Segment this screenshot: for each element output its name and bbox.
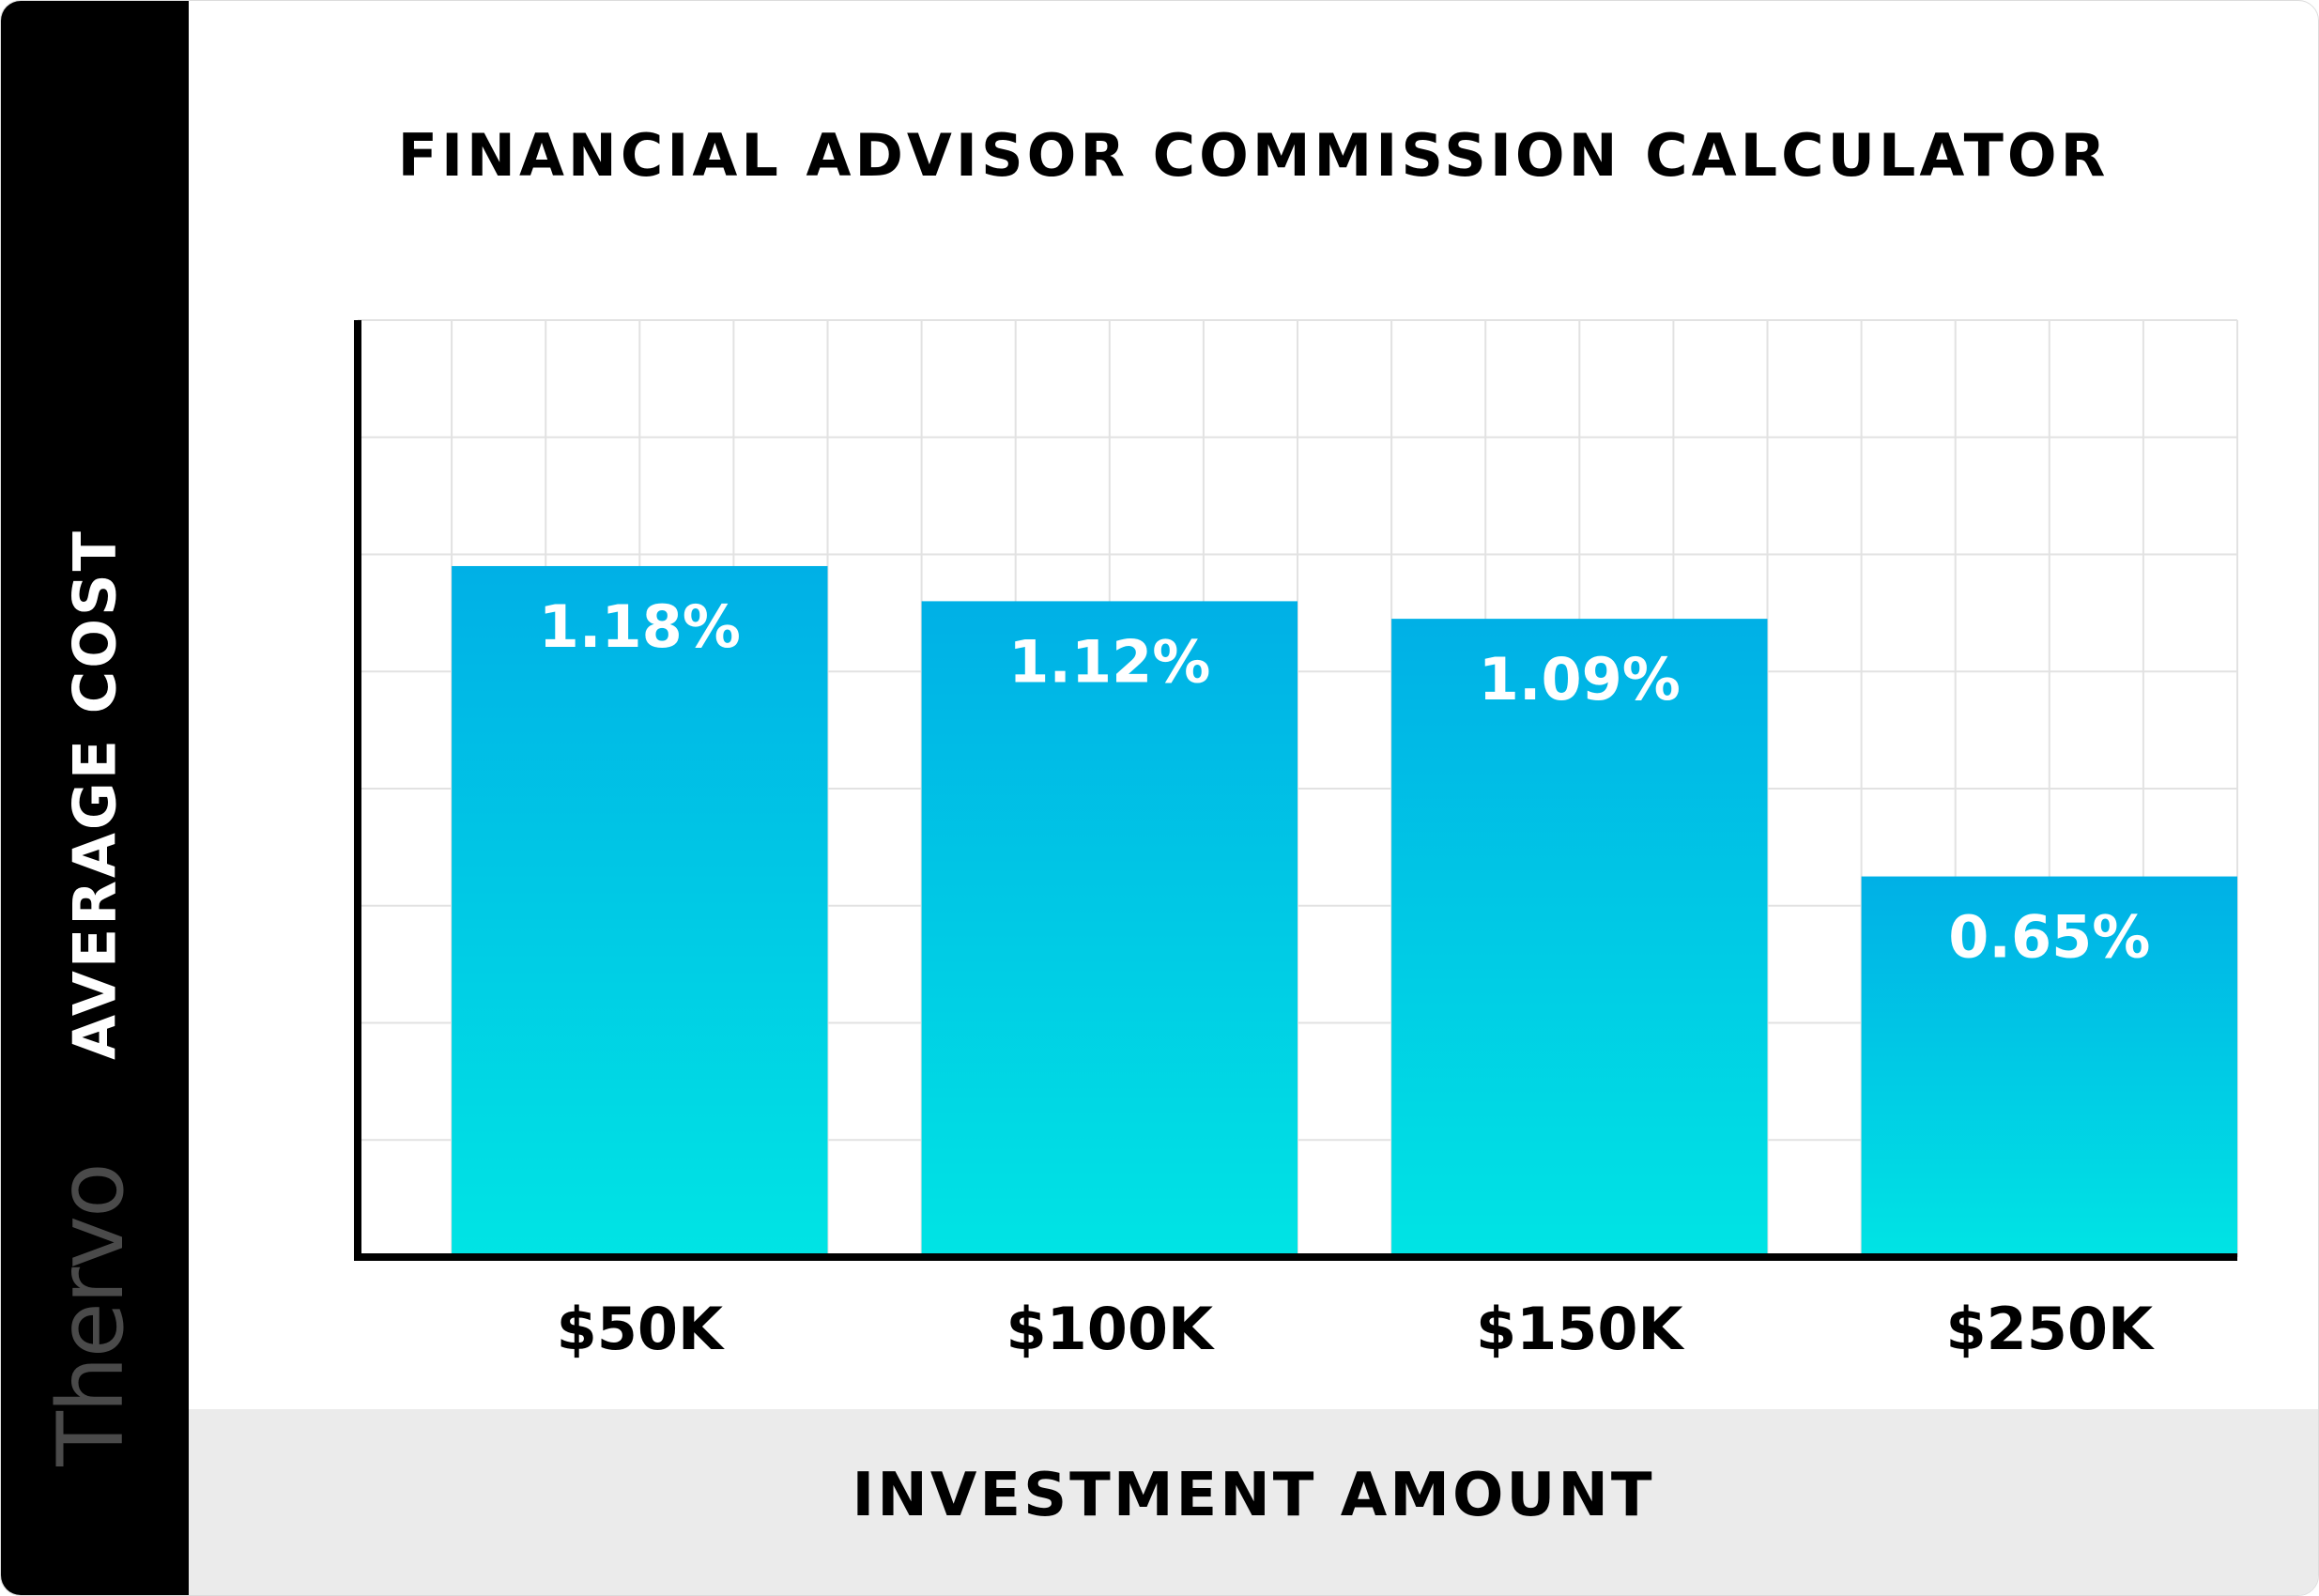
bar-value-label: 1.12% xyxy=(1008,627,1210,696)
bar xyxy=(1391,619,1768,1257)
bar xyxy=(921,601,1298,1257)
x-axis-label: INVESTMENT AMOUNT xyxy=(852,1461,1655,1530)
bar-value-label: 1.18% xyxy=(539,592,741,661)
bar-value-label: 1.09% xyxy=(1479,645,1681,714)
bar xyxy=(1861,876,2237,1257)
x-tick-label: $100K xyxy=(1006,1295,1215,1363)
x-axis-label-band xyxy=(189,1409,2318,1595)
chart-title: FINANCIAL ADVISOR COMMISSION CALCULATOR xyxy=(397,121,2110,190)
x-tick-label: $150K xyxy=(1476,1295,1685,1363)
x-tick-label: $50K xyxy=(557,1295,725,1363)
bar-value-label: 0.65% xyxy=(1948,903,2150,972)
side-strip xyxy=(1,1,189,1595)
bar xyxy=(452,565,828,1257)
x-tick-label: $250K xyxy=(1945,1295,2155,1363)
